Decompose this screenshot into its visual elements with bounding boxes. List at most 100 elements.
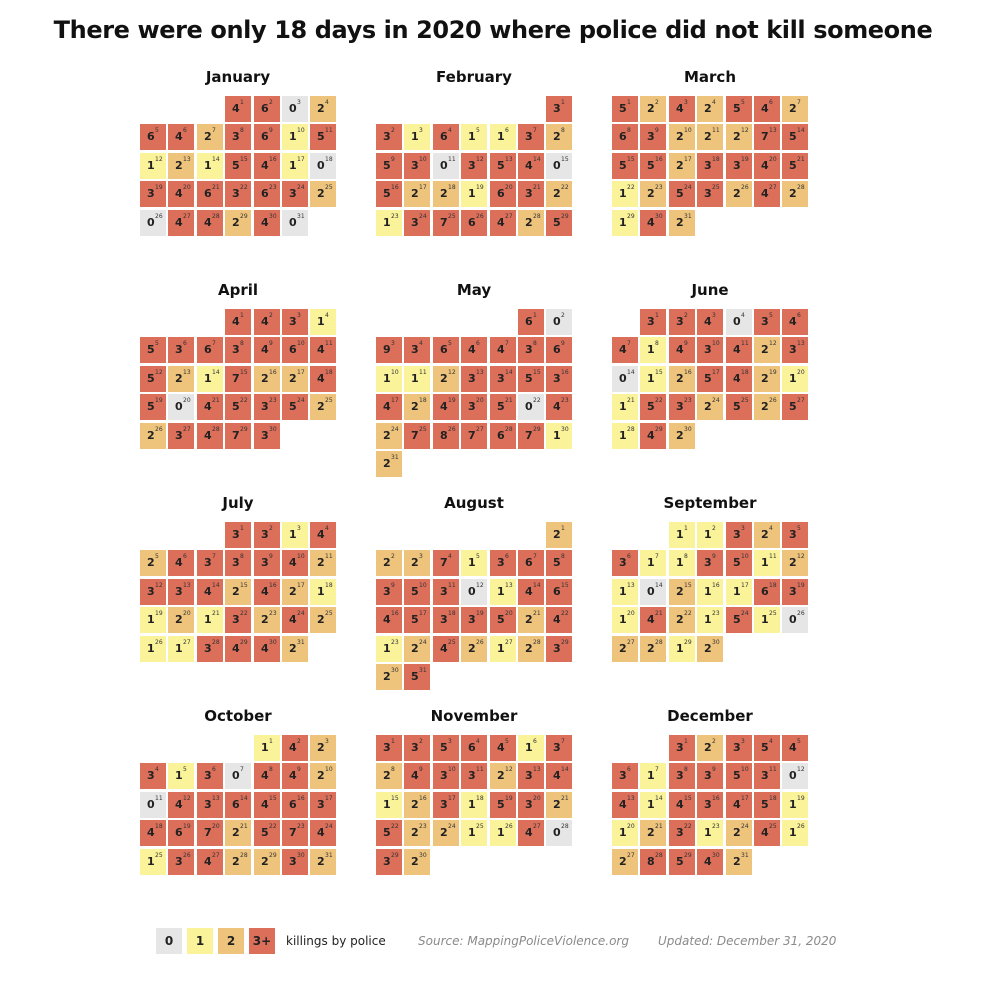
day-cell: 3 25: [697, 181, 723, 207]
day-number: 11: [448, 156, 456, 163]
day-number: 4: [769, 738, 773, 745]
day-cell: 7 27: [461, 423, 487, 449]
day-count: 2: [647, 187, 655, 200]
day-count: 2: [676, 130, 684, 143]
day-number: 4: [741, 312, 745, 319]
day-cell: 1 25: [754, 607, 780, 633]
day-count: 4: [761, 102, 769, 115]
day-number: 14: [655, 582, 663, 589]
day-number: 8: [684, 553, 688, 560]
day-count: 1: [619, 400, 627, 413]
day-cell: 3 24: [282, 181, 308, 207]
day-number: 13: [212, 795, 220, 802]
day-number: 12: [476, 582, 484, 589]
day-cell: 3 10: [404, 153, 430, 179]
day-number: 14: [212, 582, 220, 589]
day-count: 5: [147, 343, 155, 356]
day-cell: 4 18: [310, 366, 336, 392]
day-number: 8: [561, 127, 565, 134]
day-number: 17: [297, 156, 305, 163]
day-number: 30: [561, 426, 569, 433]
day-number: 20: [797, 369, 805, 376]
day-cell: 3 13: [168, 579, 194, 605]
day-count: 3: [204, 769, 212, 782]
day-cell: 1 10: [282, 124, 308, 150]
day-count: 2: [261, 372, 269, 385]
day-number: 17: [741, 582, 749, 589]
day-number: 7: [505, 340, 509, 347]
day-count: 7: [440, 556, 448, 569]
day-cell: 4 16: [376, 607, 402, 633]
day-count: 4: [704, 315, 712, 328]
day-count: 2: [761, 528, 769, 541]
day-cell: 1 11: [404, 366, 430, 392]
day-count: 5: [733, 102, 741, 115]
day-number: 24: [741, 610, 749, 617]
day-count: 5: [647, 400, 655, 413]
day-count: 3: [175, 585, 183, 598]
day-count: 0: [553, 826, 561, 839]
day-count: 2: [704, 130, 712, 143]
day-number: 29: [561, 639, 569, 646]
month-title: January: [205, 68, 271, 86]
day-number: 11: [448, 582, 456, 589]
day-number: 16: [297, 795, 305, 802]
day-count: 7: [525, 429, 533, 442]
day-cell: 4 27: [168, 210, 194, 236]
legend: 0 1 2 3+ killings by police Source: Mapp…: [0, 928, 986, 956]
day-count: 6: [261, 187, 269, 200]
day-cell: 3 16: [697, 792, 723, 818]
day-count: 4: [468, 343, 476, 356]
day-count: 1: [647, 769, 655, 782]
day-number: 13: [627, 795, 635, 802]
day-number: 7: [212, 340, 216, 347]
day-count: 0: [789, 613, 797, 626]
day-count: 3: [147, 585, 155, 598]
day-count: 3: [553, 372, 561, 385]
day-count: 5: [733, 556, 741, 569]
day-number: 12: [797, 553, 805, 560]
day-number: 2: [269, 525, 273, 532]
day-count: 4: [497, 216, 505, 229]
day-count: 3: [383, 741, 391, 754]
day-number: 3: [741, 525, 745, 532]
day-number: 31: [325, 852, 333, 859]
day-number: 11: [769, 553, 777, 560]
day-count: 3: [619, 556, 627, 569]
day-count: 3: [261, 556, 269, 569]
day-count: 5: [232, 159, 240, 172]
day-number: 21: [240, 823, 248, 830]
day-number: 28: [212, 639, 220, 646]
day-count: 3: [383, 585, 391, 598]
day-number: 31: [684, 213, 692, 220]
day-count: 0: [147, 216, 155, 229]
day-number: 1: [627, 99, 631, 106]
day-count: 2: [232, 826, 240, 839]
day-number: 28: [797, 184, 805, 191]
day-cell: 1 15: [376, 792, 402, 818]
day-count: 2: [647, 102, 655, 115]
day-cell: 5 15: [612, 153, 638, 179]
day-number: 27: [183, 639, 191, 646]
day-count: 3: [789, 528, 797, 541]
day-number: 19: [476, 184, 484, 191]
day-count: 3: [676, 769, 684, 782]
day-number: 5: [183, 766, 187, 773]
day-count: 2: [525, 613, 533, 626]
day-cell: 1 23: [697, 607, 723, 633]
day-count: 3: [789, 343, 797, 356]
day-number: 21: [797, 156, 805, 163]
day-count: 6: [525, 315, 533, 328]
day-cell: 5 27: [782, 394, 808, 420]
day-count: 2: [411, 556, 419, 569]
day-cell: 2 30: [404, 849, 430, 875]
day-number: 15: [240, 582, 248, 589]
day-count: 7: [468, 429, 476, 442]
day-cell: 4 20: [754, 153, 780, 179]
